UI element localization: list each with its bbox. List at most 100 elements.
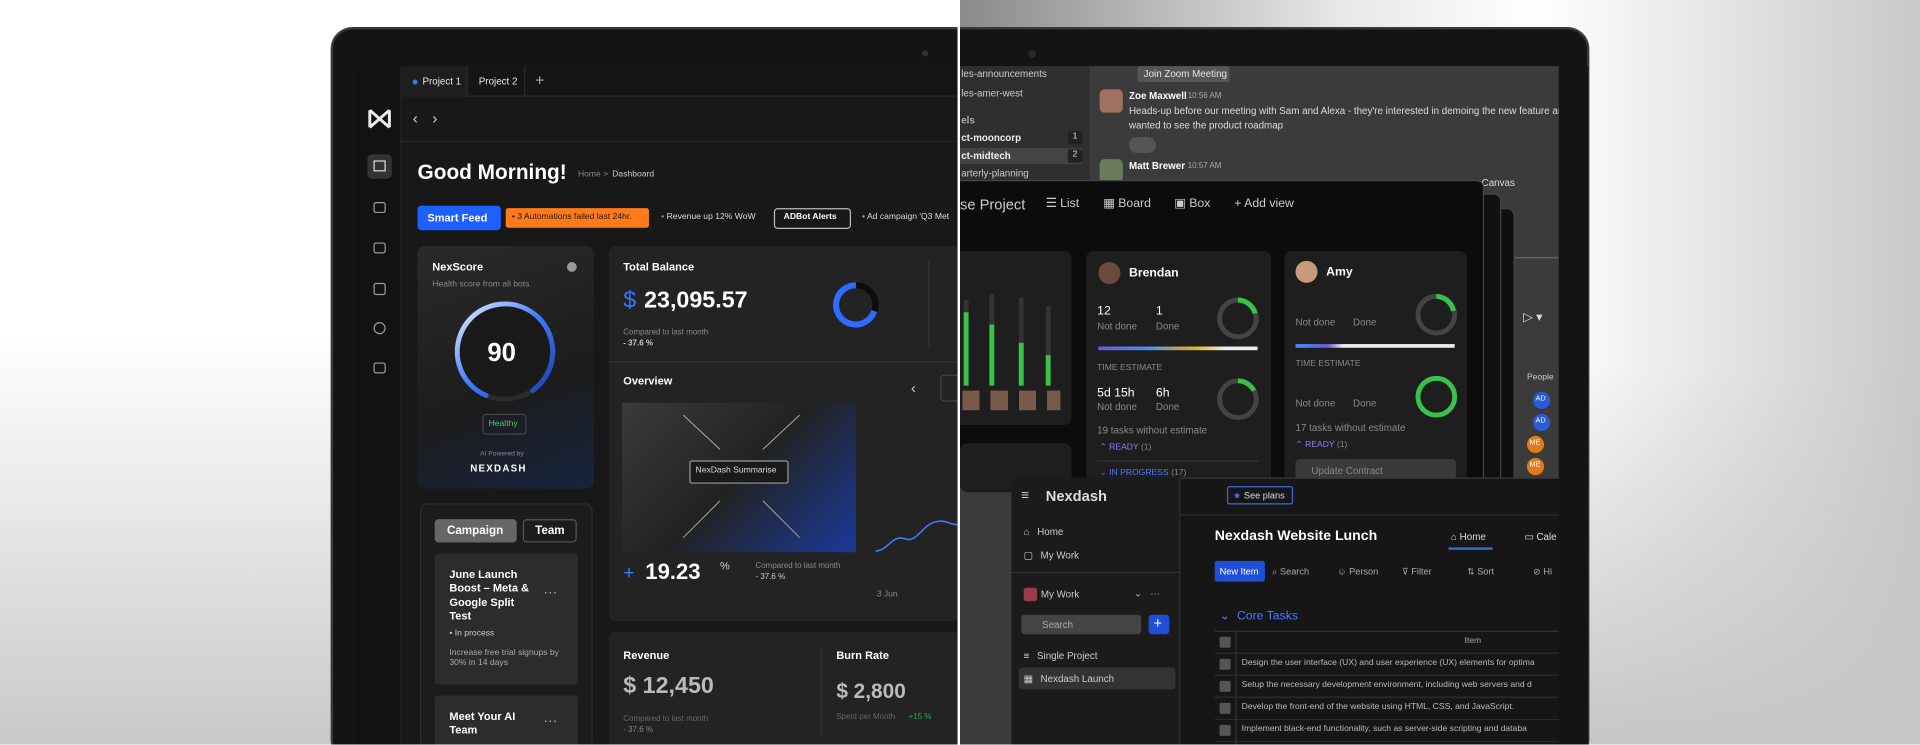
tab-label[interactable]: Project 1 (422, 75, 462, 87)
more-icon[interactable]: ··· (543, 585, 558, 601)
tab-label[interactable]: Project 2 (478, 75, 518, 87)
checkbox[interactable] (1219, 724, 1231, 736)
view-tab[interactable]: List (1060, 197, 1080, 211)
sidebar (356, 66, 402, 745)
new-tab-icon[interactable]: + (535, 71, 545, 90)
status-chip (482, 413, 527, 435)
channel[interactable]: arterly-planning (961, 167, 1029, 179)
revenue-title: Revenue (623, 648, 670, 662)
estimate-note: 19 tasks without estimate (1097, 424, 1208, 436)
checkbox[interactable] (1219, 702, 1231, 714)
nav-item[interactable]: My Work (1040, 549, 1080, 561)
page-title: Nexdash Website Lunch (1214, 528, 1378, 544)
campaign-card[interactable] (434, 695, 578, 745)
toolbar-item[interactable]: Search (1279, 565, 1310, 577)
sidebar-icon[interactable] (373, 282, 386, 296)
search-box[interactable] (1021, 614, 1142, 635)
channel[interactable]: ct-midtech (961, 150, 1011, 162)
add-button[interactable] (1148, 614, 1170, 635)
divider (1097, 460, 1259, 462)
count-label: Not done (1295, 317, 1336, 329)
sidebar-icon[interactable] (373, 362, 386, 374)
group-label[interactable]: READY (1305, 440, 1335, 450)
tab-active[interactable] (401, 66, 468, 97)
nav-item[interactable]: Home (1037, 526, 1064, 538)
campaign-card[interactable] (434, 553, 578, 685)
divider (401, 140, 961, 143)
sidebar-icon[interactable] (373, 202, 386, 214)
message-time: 10:56 AM (1187, 91, 1222, 101)
alert-chip[interactable] (505, 208, 649, 228)
checkbox[interactable] (1219, 680, 1231, 692)
project-item[interactable]: Nexdash Launch (1040, 673, 1115, 685)
task-chip[interactable] (1295, 459, 1456, 479)
task-row[interactable]: Setup the necessary development environm… (1241, 680, 1532, 690)
workspace-menu[interactable]: ⌄ ··· (1133, 587, 1161, 599)
info-icon[interactable] (566, 262, 577, 272)
adbot-button[interactable] (773, 208, 852, 229)
sidebar-icon[interactable] (373, 242, 386, 254)
adbot-label: ADBot Alerts (783, 213, 837, 222)
tab-underline (1448, 547, 1493, 550)
checkbox[interactable] (1219, 658, 1231, 670)
view-tab[interactable]: Box (1189, 197, 1211, 211)
feed-item[interactable]: Revenue up 12% WoW (666, 213, 756, 222)
breadcrumb[interactable]: Home > (577, 170, 609, 179)
group-count: (1) (1336, 440, 1348, 450)
channel[interactable]: ct-mooncorp (961, 132, 1022, 144)
toolbar-item[interactable]: Sort (1477, 565, 1495, 577)
bezel-right (1558, 66, 1589, 745)
task-label: Update Contract (1311, 465, 1383, 477)
page-tab[interactable]: Home (1459, 531, 1486, 543)
channel-highlight (960, 148, 1083, 165)
task-row[interactable]: Develop the front-end of the website usi… (1241, 702, 1515, 712)
channel-list (960, 66, 1090, 189)
send-icon[interactable]: ▷ ▾ (1523, 311, 1543, 325)
smart-feed-button[interactable] (417, 205, 501, 231)
group-label[interactable]: IN PROGRESS (1109, 468, 1169, 478)
sidebar-icon-active[interactable] (367, 154, 392, 179)
project-item[interactable]: Single Project (1037, 650, 1098, 662)
new-item-button[interactable] (1214, 560, 1265, 582)
burn-title: Burn Rate (836, 648, 889, 662)
toolbar-item[interactable]: Person (1349, 565, 1379, 577)
alert-text: • 3 Automations failed last 24hr. (511, 213, 632, 222)
sidebar-icon[interactable] (373, 322, 386, 335)
status-label: Healthy (488, 420, 518, 429)
nexscore-subtitle: Health score from all bots (432, 280, 530, 289)
campaign-goal: Increase free trial signups by 30% in 14… (449, 648, 559, 668)
toolbar-item[interactable]: Filter (1411, 565, 1432, 577)
count: 12 (1097, 304, 1111, 319)
forward-icon[interactable]: › (432, 108, 438, 128)
group-label[interactable]: READY (1109, 443, 1139, 452)
toolbar-item[interactable]: Hi (1543, 565, 1553, 577)
channel[interactable]: les-amer-west (961, 88, 1023, 100)
menu-icon[interactable]: ≡ (1021, 488, 1030, 504)
checkbox[interactable] (1219, 636, 1231, 648)
channel[interactable]: les-announcements (961, 68, 1047, 80)
workspace-name[interactable]: My Work (1040, 588, 1080, 601)
message-author: Matt Brewer (1128, 160, 1186, 172)
feed-item[interactable]: Ad campaign 'Q3 Met (866, 213, 950, 222)
reaction[interactable] (1128, 137, 1156, 154)
page-tab[interactable]: Cale (1536, 531, 1557, 543)
prev-icon[interactable]: ‹ (911, 379, 916, 397)
zoom-button[interactable] (1137, 66, 1230, 83)
member-card (1284, 251, 1467, 487)
more-icon[interactable]: ··· (543, 713, 558, 729)
divider (1180, 514, 1561, 516)
view-tab[interactable]: Board (1118, 197, 1151, 211)
count-label: Not done (1097, 401, 1137, 413)
campaign-tab[interactable] (434, 519, 517, 543)
team-tab[interactable] (522, 519, 577, 543)
divider (1514, 257, 1561, 259)
plans-button[interactable] (1226, 486, 1294, 505)
task-row[interactable]: Implement black-end functionality, such … (1241, 724, 1527, 734)
view-tab[interactable]: Add view (1244, 197, 1294, 211)
balance-donut (833, 282, 879, 328)
back-icon[interactable]: ‹ (412, 108, 418, 128)
task-row[interactable]: Design the user interface (UX) and user … (1241, 658, 1535, 668)
canvas-label[interactable]: Canvas (1481, 177, 1515, 189)
group-title[interactable]: Core Tasks (1236, 609, 1298, 624)
summarise-button[interactable] (689, 460, 789, 484)
